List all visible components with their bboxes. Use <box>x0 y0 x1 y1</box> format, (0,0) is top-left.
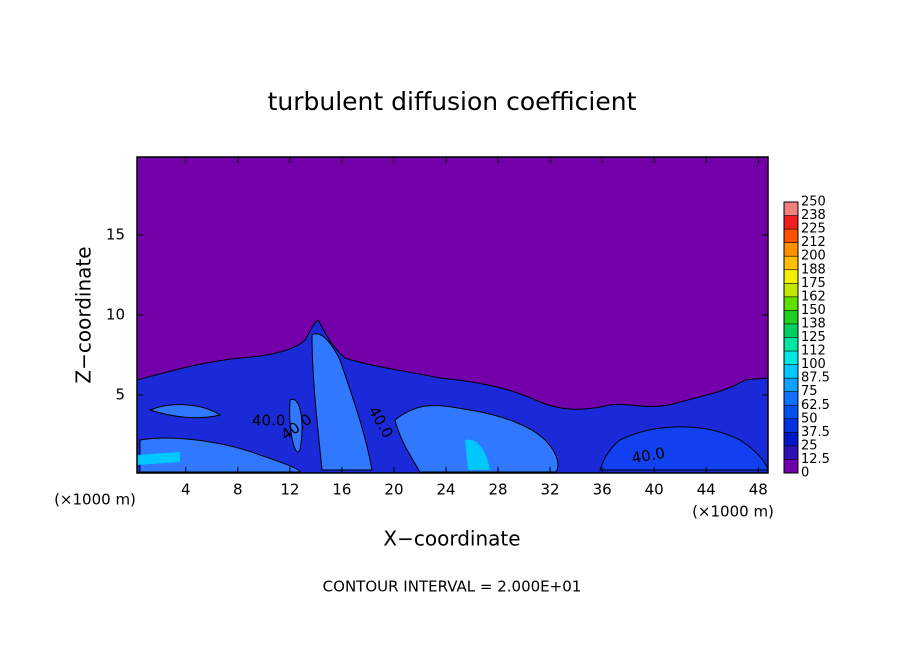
colorbar-band <box>784 283 798 297</box>
x-tick-label: 48 <box>749 481 768 499</box>
x-axis-label: X−coordinate <box>383 527 520 551</box>
y-tick-label: 5 <box>115 386 125 404</box>
colorbar-band <box>784 418 798 433</box>
x-tick-label: 16 <box>332 481 351 499</box>
x-tick-label: 32 <box>541 481 560 499</box>
colorbar-band <box>784 323 798 338</box>
y-tick-label: 15 <box>106 226 125 244</box>
colorbar-band <box>784 256 798 270</box>
colorbar-label: 175 <box>801 276 826 291</box>
colorbar-band <box>784 229 798 243</box>
colorbar-label: 225 <box>801 222 826 237</box>
y-axis-label: Z−coordinate <box>72 246 96 383</box>
colorbar-label: 25 <box>801 438 818 453</box>
x-tick-label: 44 <box>697 481 716 499</box>
x-tick-label: 40 <box>645 481 664 499</box>
colorbar-band <box>784 405 798 419</box>
x-tick-label: 28 <box>488 481 507 499</box>
colorbar-band <box>784 391 798 406</box>
colorbar-label: 0 <box>801 466 809 481</box>
colorbar-label: 75 <box>801 384 818 399</box>
x-unit-label: (×1000 m) <box>54 491 136 509</box>
colorbar-label: 112 <box>801 344 826 359</box>
field-region <box>137 452 180 465</box>
colorbar-label: 12.5 <box>801 452 830 467</box>
colorbar-band <box>784 242 798 257</box>
colorbar-band <box>784 432 798 446</box>
colorbar-label: 200 <box>801 249 826 264</box>
colorbar-label: 150 <box>801 303 826 318</box>
footer-note: CONTOUR INTERVAL = 2.000E+01 <box>323 578 582 596</box>
colorbar-label: 125 <box>801 330 826 345</box>
field-region <box>465 439 490 470</box>
colorbar-band <box>784 459 798 473</box>
colorbar-band <box>784 351 798 365</box>
colorbar-label: 50 <box>801 411 818 426</box>
x-unit-label: (×1000 m) <box>692 503 774 521</box>
field-region <box>148 404 222 419</box>
colorbar-band <box>784 364 798 379</box>
x-tick-label: 36 <box>593 481 612 499</box>
contour-label: 40.0 <box>630 444 666 468</box>
chart-title: turbulent diffusion coefficient <box>268 87 637 116</box>
x-tick-label: 24 <box>436 481 455 499</box>
colorbar-label: 87.5 <box>801 371 830 386</box>
field-region <box>394 405 559 473</box>
x-tick-label: 12 <box>280 481 299 499</box>
colorbar-band <box>784 310 798 324</box>
colorbar-label: 188 <box>801 262 826 277</box>
colorbar-band <box>784 337 798 352</box>
contour-label: 40.0 <box>252 412 285 430</box>
colorbar-band <box>784 445 798 460</box>
colorbar-band <box>784 269 798 284</box>
colorbar-label: 212 <box>801 235 826 250</box>
colorbar-label: 37.5 <box>801 425 830 440</box>
x-tick-label: 4 <box>181 481 191 499</box>
colorbar-label: 250 <box>801 195 826 210</box>
colorbar-label: 162 <box>801 289 826 304</box>
colorbar-band <box>784 378 798 392</box>
colorbar-band <box>784 215 798 230</box>
y-tick-label: 10 <box>106 306 125 324</box>
field-region <box>289 398 303 453</box>
colorbar-band <box>784 202 798 216</box>
colorbar-label: 100 <box>801 357 826 372</box>
field-region <box>311 333 373 471</box>
colorbar-label: 138 <box>801 316 826 331</box>
field-region <box>139 437 301 473</box>
field <box>136 157 769 474</box>
x-tick-label: 20 <box>384 481 403 499</box>
field-region <box>599 426 769 471</box>
colorbar-label: 62.5 <box>801 398 830 413</box>
x-tick-label: 8 <box>233 481 243 499</box>
colorbar-band <box>784 296 798 311</box>
colorbar-label: 238 <box>801 208 826 223</box>
